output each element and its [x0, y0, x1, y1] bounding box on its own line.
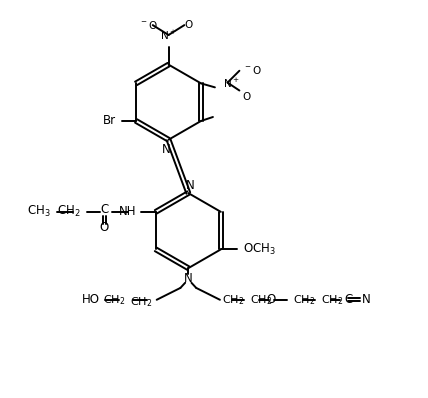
Text: CH$_2$: CH$_2$ [321, 293, 343, 307]
Text: C: C [345, 293, 353, 306]
Text: O: O [100, 221, 109, 234]
Text: CH$_3$: CH$_3$ [27, 204, 51, 219]
Text: $^-$O: $^-$O [140, 19, 158, 31]
Text: O: O [243, 92, 251, 102]
Text: Br: Br [103, 115, 116, 127]
Text: CH$_2$: CH$_2$ [293, 293, 315, 307]
Text: CH$_2$: CH$_2$ [131, 295, 153, 309]
Text: C: C [100, 203, 109, 217]
Text: CH$_2$: CH$_2$ [250, 293, 272, 307]
Text: CH$_2$: CH$_2$ [57, 204, 81, 219]
Text: HO: HO [81, 293, 99, 306]
Text: CH$_2$: CH$_2$ [222, 294, 244, 308]
Text: CH$_2$: CH$_2$ [103, 293, 125, 307]
Text: OCH$_3$: OCH$_3$ [243, 242, 276, 257]
Text: N$^+$: N$^+$ [223, 77, 239, 90]
Text: N: N [162, 143, 171, 156]
Text: N: N [186, 179, 195, 193]
Text: N$^+$: N$^+$ [160, 28, 177, 41]
Text: $^-$O: $^-$O [243, 64, 262, 76]
Text: N: N [362, 293, 371, 306]
Text: O: O [184, 20, 193, 30]
Text: O: O [267, 293, 276, 306]
Text: NH: NH [119, 205, 136, 219]
Text: N: N [184, 271, 193, 285]
